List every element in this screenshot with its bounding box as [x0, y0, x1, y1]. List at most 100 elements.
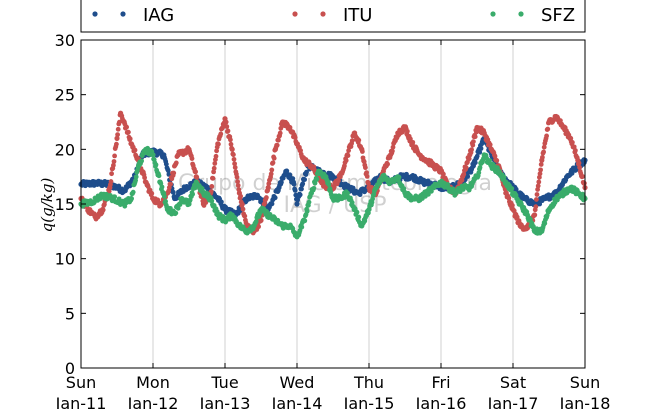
data-point: [242, 213, 248, 219]
data-point: [345, 153, 351, 158]
data-point: [236, 187, 242, 193]
data-point: [541, 144, 547, 150]
x-tick-label-date: Jan-16: [415, 394, 467, 409]
data-point: [514, 214, 520, 220]
data-point: [535, 187, 540, 192]
data-point: [501, 174, 507, 180]
data-point: [117, 119, 122, 125]
data-point: [232, 165, 238, 170]
data-point: [216, 141, 221, 147]
data-point: [582, 180, 587, 186]
data-point: [302, 218, 308, 224]
data-point: [115, 126, 121, 132]
data-point: [163, 199, 169, 204]
y-tick-label: 15: [55, 195, 75, 214]
x-tick-label-date: Jan-15: [343, 394, 395, 409]
data-point: [114, 135, 120, 141]
data-point: [577, 165, 582, 170]
data-point: [487, 158, 492, 163]
data-point: [476, 170, 482, 176]
data-point: [156, 173, 162, 179]
data-point: [232, 161, 238, 167]
data-point: [278, 125, 284, 131]
data-point: [349, 200, 355, 205]
data-point: [465, 174, 471, 179]
data-point: [477, 165, 483, 170]
data-point: [481, 128, 486, 133]
data-point: [111, 162, 116, 168]
data-point: [477, 149, 483, 155]
data-point: [235, 183, 241, 188]
data-point: [472, 160, 478, 166]
data-point: [111, 159, 117, 164]
data-point: [402, 189, 407, 195]
x-tick-label-date: Jan-13: [199, 394, 251, 409]
x-tick-label-day: Tue: [210, 373, 238, 392]
data-point: [209, 184, 215, 189]
data-point: [304, 208, 310, 214]
data-point: [190, 191, 196, 197]
data-point: [396, 174, 402, 180]
data-point: [225, 128, 231, 134]
data-point: [364, 173, 370, 179]
legend-label: SFZ: [541, 5, 575, 26]
data-point: [537, 171, 543, 177]
data-point: [541, 149, 546, 155]
data-point: [471, 139, 476, 145]
data-point: [356, 137, 362, 143]
data-point: [218, 131, 224, 137]
data-point: [231, 152, 236, 158]
data-point: [277, 130, 283, 136]
data-point: [223, 119, 229, 125]
data-point: [109, 171, 114, 177]
legend-marker: [320, 11, 326, 17]
data-point: [573, 148, 578, 153]
data-point: [354, 209, 360, 215]
data-point: [387, 155, 393, 160]
data-point: [135, 165, 141, 171]
data-point: [112, 194, 118, 200]
data-point: [405, 128, 410, 134]
data-point: [127, 183, 133, 189]
data-point: [150, 152, 155, 157]
data-point: [474, 153, 480, 159]
data-point: [193, 169, 199, 175]
data-point: [535, 183, 541, 189]
data-point: [494, 158, 500, 163]
data-point: [265, 188, 270, 193]
data-point: [224, 124, 230, 129]
x-tick-label-day: Wed: [280, 373, 315, 392]
data-point: [163, 161, 169, 167]
data-point: [582, 160, 587, 165]
data-point: [238, 193, 244, 199]
data-point: [390, 148, 395, 154]
data-point: [537, 174, 542, 180]
data-point: [100, 207, 106, 213]
data-point: [294, 201, 300, 207]
data-point: [466, 156, 472, 162]
data-point: [189, 156, 195, 161]
data-point: [214, 148, 220, 154]
data-point: [536, 179, 542, 185]
data-point: [108, 179, 114, 184]
data-point: [306, 199, 312, 205]
data-point: [356, 214, 362, 220]
data-point: [580, 174, 585, 179]
data-point: [272, 195, 278, 201]
data-point: [269, 167, 275, 173]
x-tick-label-day: Fri: [431, 373, 450, 392]
data-point: [366, 210, 371, 216]
data-point: [299, 186, 304, 192]
data-point: [472, 134, 478, 140]
data-point: [366, 181, 371, 187]
y-tick-label: 0: [65, 359, 75, 378]
data-point: [132, 147, 138, 153]
x-tick-label-day: Thu: [353, 373, 384, 392]
data-point: [240, 201, 245, 207]
data-point: [219, 199, 224, 205]
data-point: [209, 198, 215, 204]
data-point: [290, 176, 296, 181]
series-points: [78, 110, 588, 240]
data-point: [228, 141, 234, 147]
data-point: [269, 201, 275, 207]
